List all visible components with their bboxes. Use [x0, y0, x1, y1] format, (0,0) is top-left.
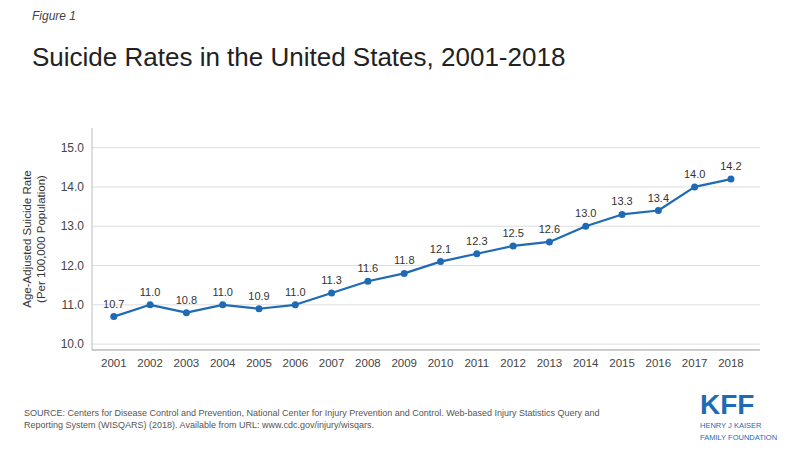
x-tick-label: 2007: [319, 357, 345, 369]
x-tick-label: 2001: [101, 357, 127, 369]
point: [183, 309, 190, 316]
data-label: 14.0: [684, 168, 705, 180]
point: [328, 290, 335, 297]
point: [364, 278, 371, 285]
data-label: 11.0: [285, 286, 306, 298]
x-tick-label: 2005: [246, 357, 272, 369]
point: [437, 258, 444, 265]
data-label: 13.3: [611, 195, 632, 207]
data-label: 11.6: [358, 262, 379, 274]
source-line: Reporting System (WISQARS) (2018). Avail…: [24, 420, 374, 430]
data-label: 12.3: [466, 235, 487, 247]
x-tick-label: 2011: [464, 357, 489, 369]
point: [546, 238, 553, 245]
figure-label: Figure 1: [32, 9, 76, 23]
y-tick-label: 13.0: [61, 219, 85, 233]
y-axis-label-line: Age-Adjusted Suicide Rate: [21, 170, 33, 307]
logo: KFF: [700, 389, 754, 420]
x-tick-label: 2002: [137, 357, 163, 369]
point: [256, 305, 263, 312]
title: Suicide Rates in the United States, 2001…: [32, 42, 565, 72]
data-label: 13.4: [648, 192, 669, 204]
point: [691, 183, 698, 190]
logo-text: FAMILY FOUNDATION: [700, 433, 777, 442]
y-tick-label: 11.0: [62, 298, 85, 312]
x-tick-label: 2016: [646, 357, 672, 369]
point: [473, 250, 480, 257]
data-label: 12.5: [502, 227, 523, 239]
data-label: 10.7: [103, 298, 124, 310]
data-label: 12.1: [430, 243, 451, 255]
source-line: SOURCE: Centers for Disease Control and …: [24, 408, 600, 418]
point: [292, 301, 299, 308]
x-tick-label: 2013: [537, 357, 563, 369]
point: [110, 313, 117, 320]
data-label: 13.0: [575, 207, 596, 219]
x-tick-label: 2006: [283, 357, 309, 369]
x-tick-label: 2017: [682, 357, 708, 369]
grid-line: [92, 344, 760, 345]
data-label: 10.8: [176, 294, 197, 306]
y-axis-label-line: (Per 100,000 Population): [35, 175, 47, 303]
y-tick-label: 12.0: [61, 259, 85, 273]
point: [147, 301, 154, 308]
y-axis-line: [92, 128, 93, 350]
source: SOURCE: Centers for Disease Control and …: [24, 408, 600, 430]
point: [655, 207, 662, 214]
data-label: 11.0: [212, 286, 233, 298]
point: [401, 270, 408, 277]
data-label: 11.3: [321, 274, 342, 286]
data-label: 14.2: [720, 160, 741, 172]
x-tick-label: 2003: [174, 357, 200, 369]
data-label: 11.0: [140, 286, 161, 298]
y-tick-label: 15.0: [61, 141, 85, 155]
y-axis-label: Age-Adjusted Suicide Rate(Per 100,000 Po…: [21, 170, 47, 307]
point: [510, 242, 517, 249]
x-tick-label: 2018: [718, 357, 744, 369]
logo-text: HENRY J KAISER: [700, 421, 762, 430]
x-tick-label: 2004: [210, 357, 236, 369]
grid-line: [92, 186, 760, 187]
x-tick-label: 2015: [609, 357, 635, 369]
data-label: 10.9: [248, 290, 269, 302]
x-tick-label: 2009: [391, 357, 417, 369]
plot-area: [110, 176, 734, 321]
x-tick-label: 2014: [573, 357, 599, 369]
point: [727, 176, 734, 183]
point: [582, 223, 589, 230]
chart: Figure 1 Suicide Rates in the United Stat…: [0, 0, 800, 450]
x-tick-label: 2008: [355, 357, 381, 369]
data-label: 11.8: [394, 254, 415, 266]
point: [619, 211, 626, 218]
x-tick-label: 2012: [500, 357, 526, 369]
data-label: 12.6: [539, 223, 560, 235]
y-tick-label: 10.0: [61, 337, 85, 351]
line: [114, 179, 731, 317]
grid-line: [92, 147, 760, 148]
y-tick-label: 14.0: [61, 180, 85, 194]
x-tick-label: 2010: [428, 357, 454, 369]
grid-line: [92, 226, 760, 227]
point: [219, 301, 226, 308]
x-axis-line: [92, 350, 760, 351]
